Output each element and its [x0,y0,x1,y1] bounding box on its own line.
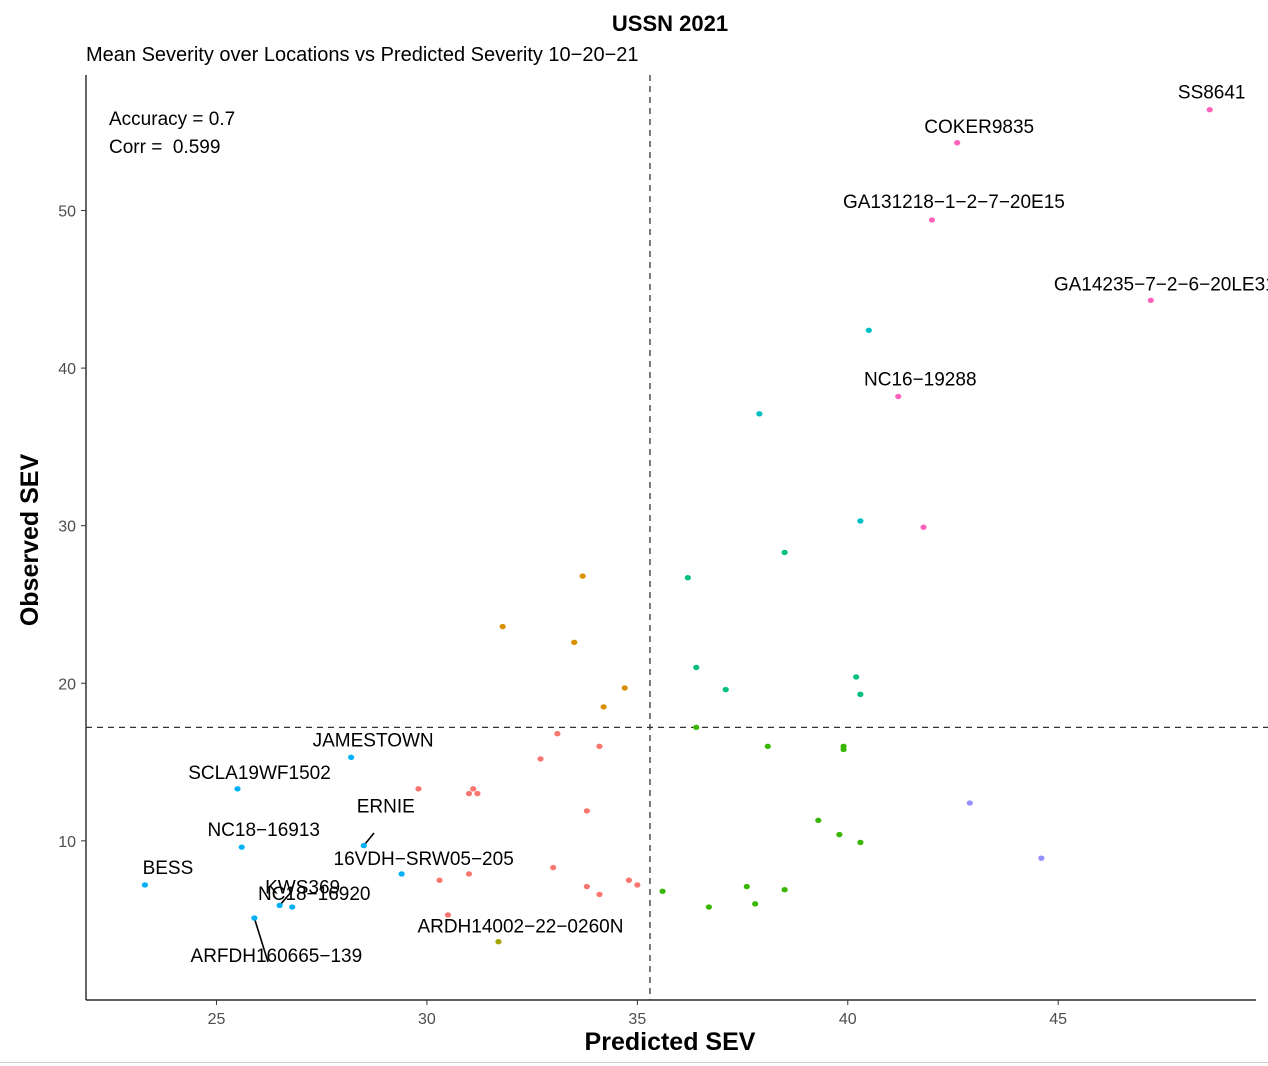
point-label: NC18−16913 [207,820,320,841]
data-point [234,786,241,792]
data-point [499,623,506,630]
bottom-divider [0,1062,1268,1063]
point-label: NC18−16920 [258,884,371,905]
y-ticks: 10 20 30 40 50 [58,204,86,851]
data-point [251,915,258,921]
point-label: SCLA19WF1502 [188,763,331,784]
data-point [853,674,860,680]
data-point [756,411,763,417]
point-label: GA131218−1−2−7−20E15 [843,192,1065,213]
point-label: COKER9835 [924,117,1034,138]
data-point [857,839,864,846]
data-point [537,756,544,762]
data-point [571,639,578,645]
data-point [722,686,729,693]
data-point [1147,297,1154,304]
data-point [752,901,759,907]
data-point [436,877,443,883]
data-point [815,817,822,824]
y-axis-label: Observed SEV [16,454,44,627]
point-label: KWS369 [265,877,340,898]
data-point [596,743,603,749]
point-labels: SS8641 COKER9835 GA131218−1−2−7−20E15 GA142… [143,83,1268,967]
data-point [141,882,149,888]
point-label: GA14235−7−2−6−20LE31 [1054,274,1268,295]
point-label: ARFDH160665−139 [191,946,363,967]
y-tick-label: 30 [58,519,76,536]
data-point [474,790,481,797]
data-point [743,883,750,890]
data-point [579,573,586,579]
point-label: NC16−19288 [864,369,977,390]
threshold-lines [86,75,1268,1000]
y-tick-label: 10 [58,834,76,851]
chart-subtitle: Mean Severity over Locations vs Predicte… [86,44,639,66]
data-point [764,743,771,749]
x-tick-label: 30 [418,1011,436,1028]
data-point [895,393,902,400]
data-point [444,912,452,918]
data-point [836,831,843,838]
data-point [857,691,864,697]
data-point [1038,855,1045,861]
x-tick-label: 25 [208,1011,226,1028]
data-point [554,730,561,737]
corr-annotation: Corr = 0.599 [109,137,220,158]
data-point [550,864,557,871]
data-point [398,871,405,877]
label-leader-line [278,890,293,906]
x-ticks: 25 30 35 40 45 [208,1000,1067,1028]
y-tick-label: 20 [58,676,76,693]
data-point [1206,106,1213,113]
data-point [600,704,607,710]
data-point [415,786,422,792]
data-points [141,106,1213,945]
data-point [276,902,283,909]
x-tick-label: 35 [628,1011,646,1028]
data-point [348,754,355,761]
data-point [840,746,847,753]
data-point [954,140,961,146]
point-label: BESS [143,858,194,879]
data-point [596,891,603,898]
data-point [781,549,788,556]
x-tick-label: 40 [839,1011,857,1028]
point-label: JAMESTOWN [313,730,434,751]
data-point [781,886,788,893]
data-point [289,904,296,910]
x-tick-label: 45 [1049,1011,1067,1028]
label-leader-line [253,917,269,963]
data-point [928,217,936,223]
data-point [857,518,864,524]
data-point [920,524,927,530]
data-point [659,888,666,894]
x-axis-label: Predicted SEV [585,1028,756,1056]
data-point [966,800,973,806]
data-point [465,871,473,877]
data-point [693,724,700,731]
point-label: SS8641 [1178,83,1246,104]
data-point [684,574,691,581]
chart-title: USSN 2021 [612,11,728,36]
data-point [495,938,502,945]
point-label: ERNIE [357,797,415,818]
point-label: 16VDH−SRW05−205 [334,849,514,870]
data-point [465,790,473,797]
accuracy-annotation: Accuracy = 0.7 [109,109,235,130]
data-point [625,877,633,883]
data-point [621,685,628,691]
y-tick-label: 40 [58,361,76,378]
data-point [238,844,245,850]
data-point [693,664,700,671]
data-point [583,808,590,814]
data-point [360,842,367,849]
y-tick-label: 50 [58,204,76,221]
data-point [705,904,712,910]
data-point [583,883,590,890]
data-point [470,786,477,792]
data-point [634,882,641,888]
data-point [865,327,872,333]
point-label: ARDH14002−22−0260N [417,917,623,938]
